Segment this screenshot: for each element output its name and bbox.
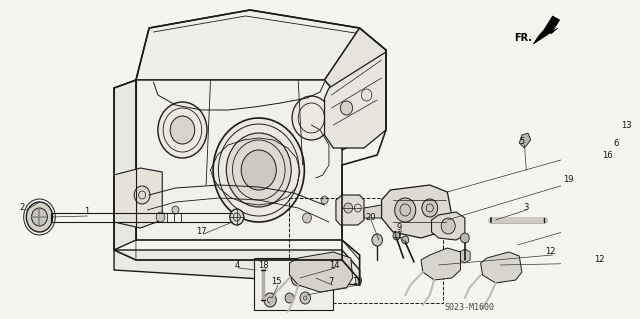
Circle shape [402, 236, 409, 244]
Polygon shape [114, 250, 360, 285]
Circle shape [285, 293, 294, 303]
Polygon shape [114, 80, 136, 250]
Circle shape [26, 202, 52, 232]
Polygon shape [336, 195, 364, 225]
Text: FR.: FR. [514, 33, 532, 43]
Circle shape [31, 208, 47, 226]
Polygon shape [114, 168, 163, 228]
Text: 7: 7 [328, 278, 333, 286]
Bar [254, 258, 333, 310]
Text: S023-M1600: S023-M1600 [444, 303, 494, 313]
Circle shape [395, 198, 416, 222]
Text: 4: 4 [234, 261, 239, 270]
Circle shape [461, 233, 469, 243]
Text: 2: 2 [19, 204, 24, 212]
Circle shape [340, 101, 353, 115]
Text: 12: 12 [594, 256, 604, 264]
Polygon shape [381, 185, 452, 238]
Circle shape [300, 292, 310, 304]
Circle shape [134, 186, 150, 204]
Polygon shape [460, 249, 470, 263]
Circle shape [321, 196, 328, 204]
Text: 14: 14 [329, 261, 339, 270]
Text: 9: 9 [396, 222, 402, 232]
Circle shape [230, 209, 244, 225]
Circle shape [372, 234, 383, 246]
Circle shape [170, 116, 195, 144]
Text: 11: 11 [392, 231, 403, 240]
Polygon shape [519, 133, 531, 148]
Text: 1: 1 [84, 206, 90, 216]
Polygon shape [324, 52, 386, 148]
Circle shape [156, 212, 165, 222]
Text: 15: 15 [271, 278, 282, 286]
Text: 5: 5 [519, 137, 525, 146]
Circle shape [213, 118, 305, 222]
Polygon shape [533, 16, 559, 44]
Circle shape [292, 96, 331, 140]
Text: 10: 10 [352, 278, 362, 286]
Polygon shape [136, 10, 360, 80]
Circle shape [303, 213, 312, 223]
Circle shape [241, 150, 276, 190]
Circle shape [291, 270, 305, 286]
Polygon shape [289, 252, 353, 292]
Text: 17: 17 [196, 226, 207, 235]
Polygon shape [421, 248, 461, 280]
Text: 16: 16 [602, 151, 612, 160]
Text: 12: 12 [545, 248, 556, 256]
Circle shape [344, 203, 353, 213]
Polygon shape [136, 80, 342, 240]
Bar [289, 198, 443, 303]
Text: 20: 20 [365, 212, 376, 221]
Text: 3: 3 [524, 203, 529, 211]
Circle shape [393, 232, 400, 240]
Text: 18: 18 [258, 261, 268, 270]
Circle shape [172, 206, 179, 214]
Text: 6: 6 [613, 138, 618, 147]
Text: 19: 19 [563, 175, 573, 184]
Circle shape [441, 218, 455, 234]
Polygon shape [364, 205, 381, 218]
Circle shape [264, 293, 276, 307]
Text: 13: 13 [621, 122, 632, 130]
Polygon shape [481, 252, 522, 283]
Circle shape [422, 199, 438, 217]
Polygon shape [568, 118, 582, 134]
Polygon shape [324, 28, 386, 150]
Circle shape [158, 102, 207, 158]
Circle shape [583, 148, 596, 162]
Polygon shape [431, 212, 465, 240]
Circle shape [227, 133, 291, 207]
